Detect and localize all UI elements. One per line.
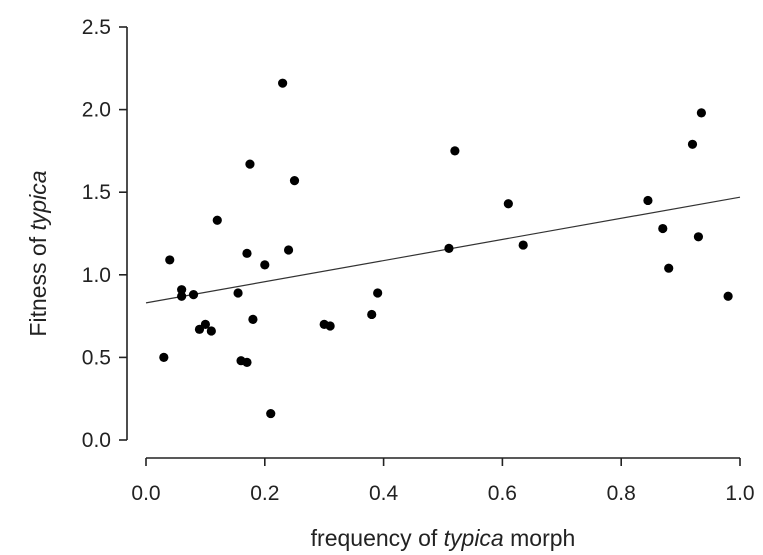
data-point: [325, 321, 335, 331]
data-point: [503, 199, 513, 209]
data-point: [444, 243, 454, 253]
y-axis-label: Fitness of typica: [25, 170, 51, 336]
data-point: [242, 248, 252, 258]
data-point: [165, 255, 175, 265]
data-points: [159, 78, 733, 419]
data-point: [658, 223, 668, 234]
data-point: [177, 291, 187, 301]
data-point: [212, 215, 222, 225]
data-point: [283, 245, 294, 255]
data-point: [200, 319, 210, 329]
x-tick-label: 0.0: [131, 482, 160, 505]
y-tick-label: 0.0: [82, 429, 111, 452]
x-axis: 0.0 0.2 0.4 0.6 0.8 1.0: [131, 457, 755, 505]
y-tick-label: 2.5: [82, 16, 111, 39]
data-point: [248, 314, 258, 325]
data-point: [188, 290, 199, 300]
x-tick-label: 0.6: [488, 482, 517, 505]
data-point: [245, 159, 255, 169]
trend-line: [145, 196, 741, 304]
data-point: [266, 408, 276, 419]
y-axis: 0.0 0.5 1.0 1.5 2.0 2.5: [82, 16, 128, 452]
x-tick-label: 0.4: [369, 482, 399, 505]
x-tick-label: 0.8: [607, 482, 636, 505]
trend-line-group: [145, 196, 741, 304]
data-point: [450, 146, 460, 156]
y-tick-label: 1.0: [82, 264, 111, 287]
x-tick-label: 0.2: [250, 482, 279, 505]
data-point: [367, 309, 377, 320]
data-point: [159, 352, 169, 362]
y-tick-label: 1.5: [82, 181, 111, 204]
data-point: [278, 78, 288, 88]
data-point: [723, 291, 733, 301]
x-axis-label: frequency of typica morph: [311, 525, 576, 551]
data-point: [643, 195, 653, 206]
data-point: [177, 285, 187, 295]
data-point: [206, 326, 216, 336]
data-point: [687, 139, 698, 149]
data-point: [260, 260, 270, 270]
data-point: [518, 240, 528, 250]
data-point: [664, 263, 674, 273]
x-tick-label: 1.0: [725, 482, 754, 505]
y-tick-label: 0.5: [82, 346, 111, 369]
data-point: [233, 288, 243, 298]
data-point: [693, 232, 704, 242]
data-point: [696, 108, 706, 118]
data-point: [242, 357, 252, 367]
data-point: [289, 176, 300, 186]
data-point: [373, 288, 383, 298]
y-tick-label: 2.0: [82, 99, 111, 122]
